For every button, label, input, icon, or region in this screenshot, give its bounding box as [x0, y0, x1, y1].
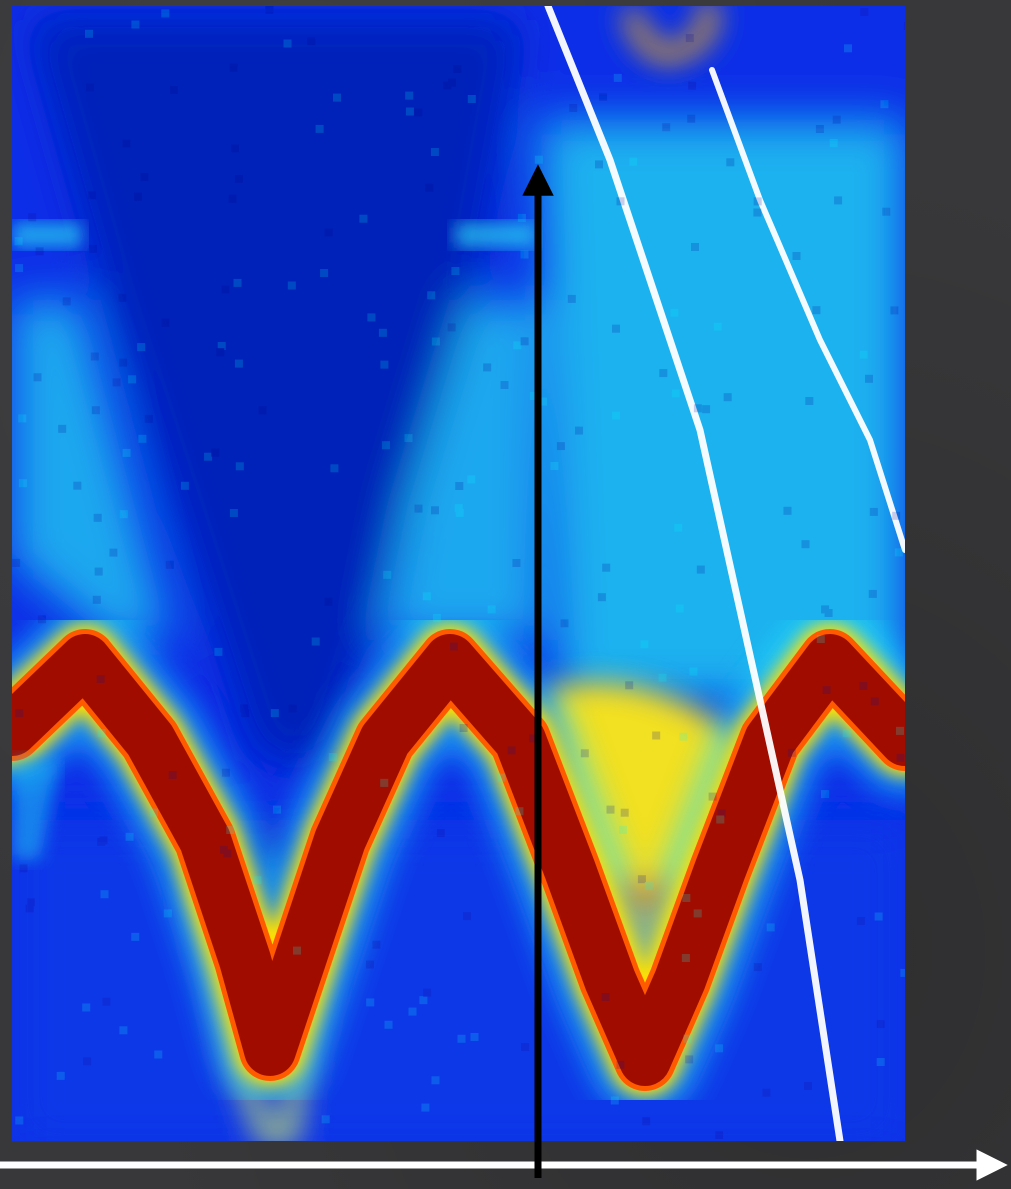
dark-region: [30, 20, 520, 760]
streak: [455, 222, 535, 248]
top-ring: [622, 6, 718, 63]
cyan-region: [380, 300, 540, 640]
oscillating-band: [12, 634, 905, 1086]
band-fade: [12, 760, 60, 860]
heatmap-field-layer: [12, 20, 905, 1141]
cyan-region: [540, 120, 905, 700]
diagonal-line: [544, 6, 844, 1141]
noise-layer: [12, 6, 905, 1140]
cyan-region: [12, 300, 170, 640]
axes: [0, 164, 1008, 1181]
heatmap-image: [12, 6, 905, 1141]
diagonal-line: [709, 67, 905, 553]
streak: [12, 222, 82, 248]
